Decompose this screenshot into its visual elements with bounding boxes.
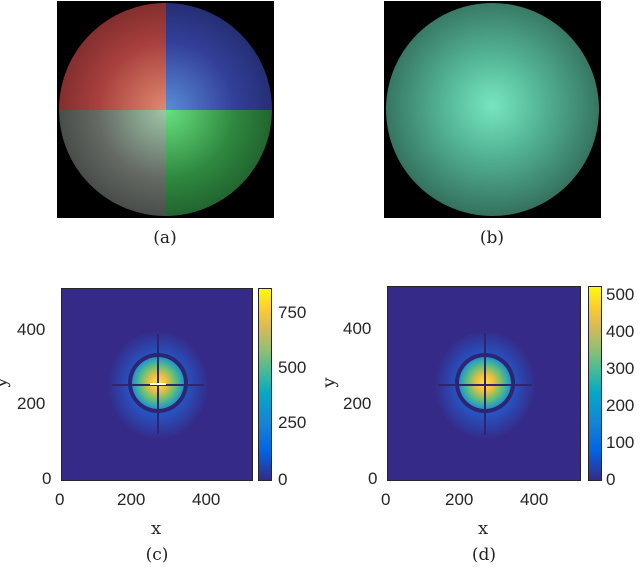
caption-a: (a) — [153, 228, 177, 248]
panel-b-image — [384, 1, 601, 218]
panel-a-image — [57, 1, 274, 218]
cbar-d-tick: 500 — [606, 285, 635, 304]
colorbar-d — [588, 286, 602, 481]
ytick-c: 400 — [17, 320, 46, 339]
ylabel-d: y — [318, 377, 340, 388]
quadrant-gray — [59, 109, 166, 216]
peak-marker — [150, 383, 166, 385]
ylabel-c: y — [0, 377, 12, 387]
ytick-d: 200 — [343, 394, 372, 413]
cbar-d-tick: 400 — [606, 322, 635, 341]
xtick-d: 400 — [520, 490, 549, 509]
cbar-d-tick: 100 — [606, 433, 635, 452]
colorbar-c — [258, 288, 272, 481]
xlabel-d: x — [478, 518, 489, 539]
quadrant-red — [59, 3, 166, 110]
cbar-c-tick: 750 — [278, 303, 307, 322]
heatmap-c — [61, 288, 253, 481]
cbar-d-tick: 300 — [606, 359, 635, 378]
ytick-c: 200 — [17, 394, 46, 413]
xtick-c: 200 — [117, 490, 146, 509]
quadrant-blue — [165, 3, 272, 110]
heatmap-d — [387, 286, 581, 481]
caption-c: (c) — [145, 545, 169, 565]
cbar-d-tick: 200 — [606, 396, 635, 415]
teal-sphere — [386, 3, 599, 216]
ytick-c: 0 — [42, 469, 52, 488]
xtick-c: 0 — [55, 490, 65, 509]
xlabel-c: x — [151, 518, 162, 539]
caption-b: (b) — [479, 228, 505, 248]
quadrant-green — [165, 109, 272, 216]
ytick-d: 0 — [368, 469, 378, 488]
cbar-c-tick: 500 — [278, 358, 307, 377]
cbar-c-tick: 250 — [278, 413, 307, 432]
ytick-d: 400 — [343, 319, 372, 338]
xtick-c: 400 — [192, 490, 221, 509]
xtick-d: 200 — [445, 490, 474, 509]
vertical-dark-line — [484, 333, 486, 435]
cbar-c-tick: 0 — [278, 470, 288, 489]
xtick-d: 0 — [381, 490, 391, 509]
caption-d: (d) — [471, 545, 497, 565]
quadrant-sphere — [59, 3, 272, 216]
cbar-d-tick: 0 — [606, 470, 616, 489]
